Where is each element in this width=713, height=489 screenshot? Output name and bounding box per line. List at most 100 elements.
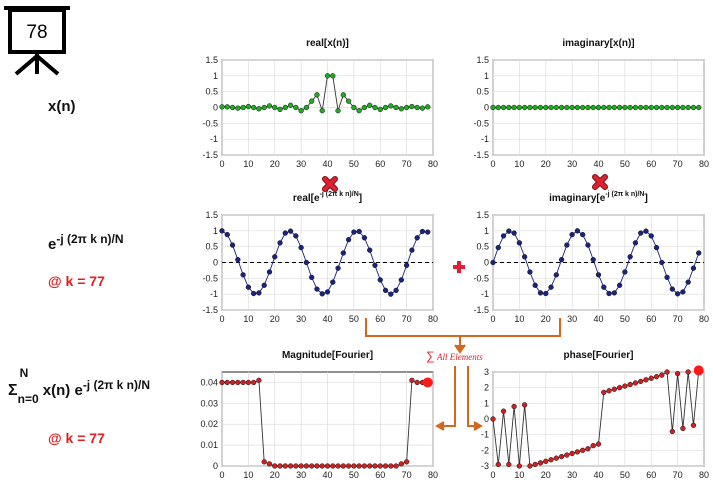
data-point xyxy=(261,282,267,288)
data-point xyxy=(690,422,697,428)
data-point xyxy=(622,104,628,111)
data-point xyxy=(277,240,283,246)
chart-title: real[x(n)] xyxy=(306,38,349,49)
data-point xyxy=(522,254,528,260)
data-point xyxy=(372,463,378,469)
data-point xyxy=(553,455,559,461)
data-point xyxy=(266,461,273,467)
multiply-icon xyxy=(322,176,338,192)
x-tick-label: 20 xyxy=(270,470,280,480)
data-point xyxy=(361,104,368,111)
data-point xyxy=(585,446,591,452)
data-point xyxy=(251,290,257,297)
data-point xyxy=(398,106,405,112)
data-point xyxy=(643,104,649,111)
data-point xyxy=(309,98,315,104)
data-point xyxy=(245,103,252,110)
data-point xyxy=(506,104,512,111)
data-point xyxy=(537,290,544,296)
data-point xyxy=(272,463,278,469)
data-point xyxy=(330,279,336,285)
y-tick-label: -1 xyxy=(210,134,218,144)
y-tick-label: 0.02 xyxy=(200,419,218,429)
x-tick-label: 50 xyxy=(620,314,630,324)
x-tick-label: 20 xyxy=(541,314,551,324)
data-point xyxy=(345,463,352,469)
data-point xyxy=(648,233,654,239)
data-point xyxy=(251,379,257,386)
data-point xyxy=(574,104,581,111)
x-tick-label: 50 xyxy=(349,159,359,169)
plus-icon xyxy=(453,261,465,273)
data-point xyxy=(648,104,654,111)
data-point xyxy=(298,463,304,469)
data-point xyxy=(690,104,697,111)
series-line xyxy=(492,230,700,295)
data-point xyxy=(537,460,544,466)
x-tick-label: 60 xyxy=(375,470,385,480)
data-point xyxy=(372,262,378,269)
phase-chart: 0 10 20 30 40 50 60 70 803210-1-2-3phase[Fourier… xyxy=(481,350,709,480)
data-point xyxy=(564,452,570,458)
y-tick-label: -0.5 xyxy=(202,273,218,283)
data-point xyxy=(256,106,262,112)
data-point xyxy=(224,104,230,110)
data-point xyxy=(564,104,570,111)
data-point xyxy=(277,463,283,469)
data-point xyxy=(256,377,262,384)
y-tick-label: 0.5 xyxy=(205,87,218,97)
data-point xyxy=(522,104,528,111)
data-point xyxy=(351,104,357,111)
data-point xyxy=(340,92,346,98)
data-point xyxy=(548,284,554,290)
data-point xyxy=(638,230,644,236)
data-point xyxy=(627,381,633,388)
y-tick-label: 0 xyxy=(484,103,489,113)
data-point xyxy=(622,383,628,389)
data-point xyxy=(616,282,623,288)
data-point xyxy=(393,287,399,294)
y-tick-label: -0.5 xyxy=(202,118,218,128)
data-point xyxy=(372,104,378,111)
data-point xyxy=(272,254,278,260)
chart-title: imaginary[e-j (2π k n)/N] xyxy=(549,191,648,204)
data-point xyxy=(696,104,702,111)
data-point xyxy=(251,104,257,111)
data-point xyxy=(324,463,331,469)
y-tick-label: -1 xyxy=(481,134,489,144)
chart-title: imaginary[x(n)] xyxy=(562,38,634,49)
data-point xyxy=(309,274,315,281)
data-point xyxy=(261,104,267,111)
data-point xyxy=(648,375,654,381)
sum-upper-limit: N xyxy=(19,366,29,380)
data-point xyxy=(611,290,617,296)
data-point xyxy=(425,104,431,110)
data-point xyxy=(606,290,612,297)
data-point xyxy=(490,104,496,111)
kernel-exponent: -j (2π k n)/N xyxy=(56,232,124,246)
y-tick-label: 0 xyxy=(484,258,489,268)
data-point xyxy=(240,104,246,111)
sum-exponent: -j (2π k n)/N xyxy=(82,378,151,392)
data-point xyxy=(293,104,299,111)
data-point xyxy=(287,463,294,469)
data-point xyxy=(585,242,591,248)
data-point xyxy=(638,104,644,111)
data-point xyxy=(611,104,617,111)
data-point xyxy=(277,106,283,113)
frame-number: 78 xyxy=(26,22,48,43)
data-point xyxy=(685,104,691,111)
data-point xyxy=(282,104,288,111)
x-tick-label: 50 xyxy=(349,470,359,480)
highlight-point xyxy=(422,377,433,388)
data-point xyxy=(632,380,639,386)
y-tick-label: 3 xyxy=(484,367,489,377)
data-point xyxy=(511,104,517,111)
data-point xyxy=(548,457,554,463)
data-point xyxy=(409,103,415,110)
x-tick-label: 10 xyxy=(514,314,524,324)
data-point xyxy=(674,104,681,111)
data-point xyxy=(314,92,320,98)
data-point xyxy=(595,104,602,111)
y-tick-label: -1.5 xyxy=(202,305,218,315)
